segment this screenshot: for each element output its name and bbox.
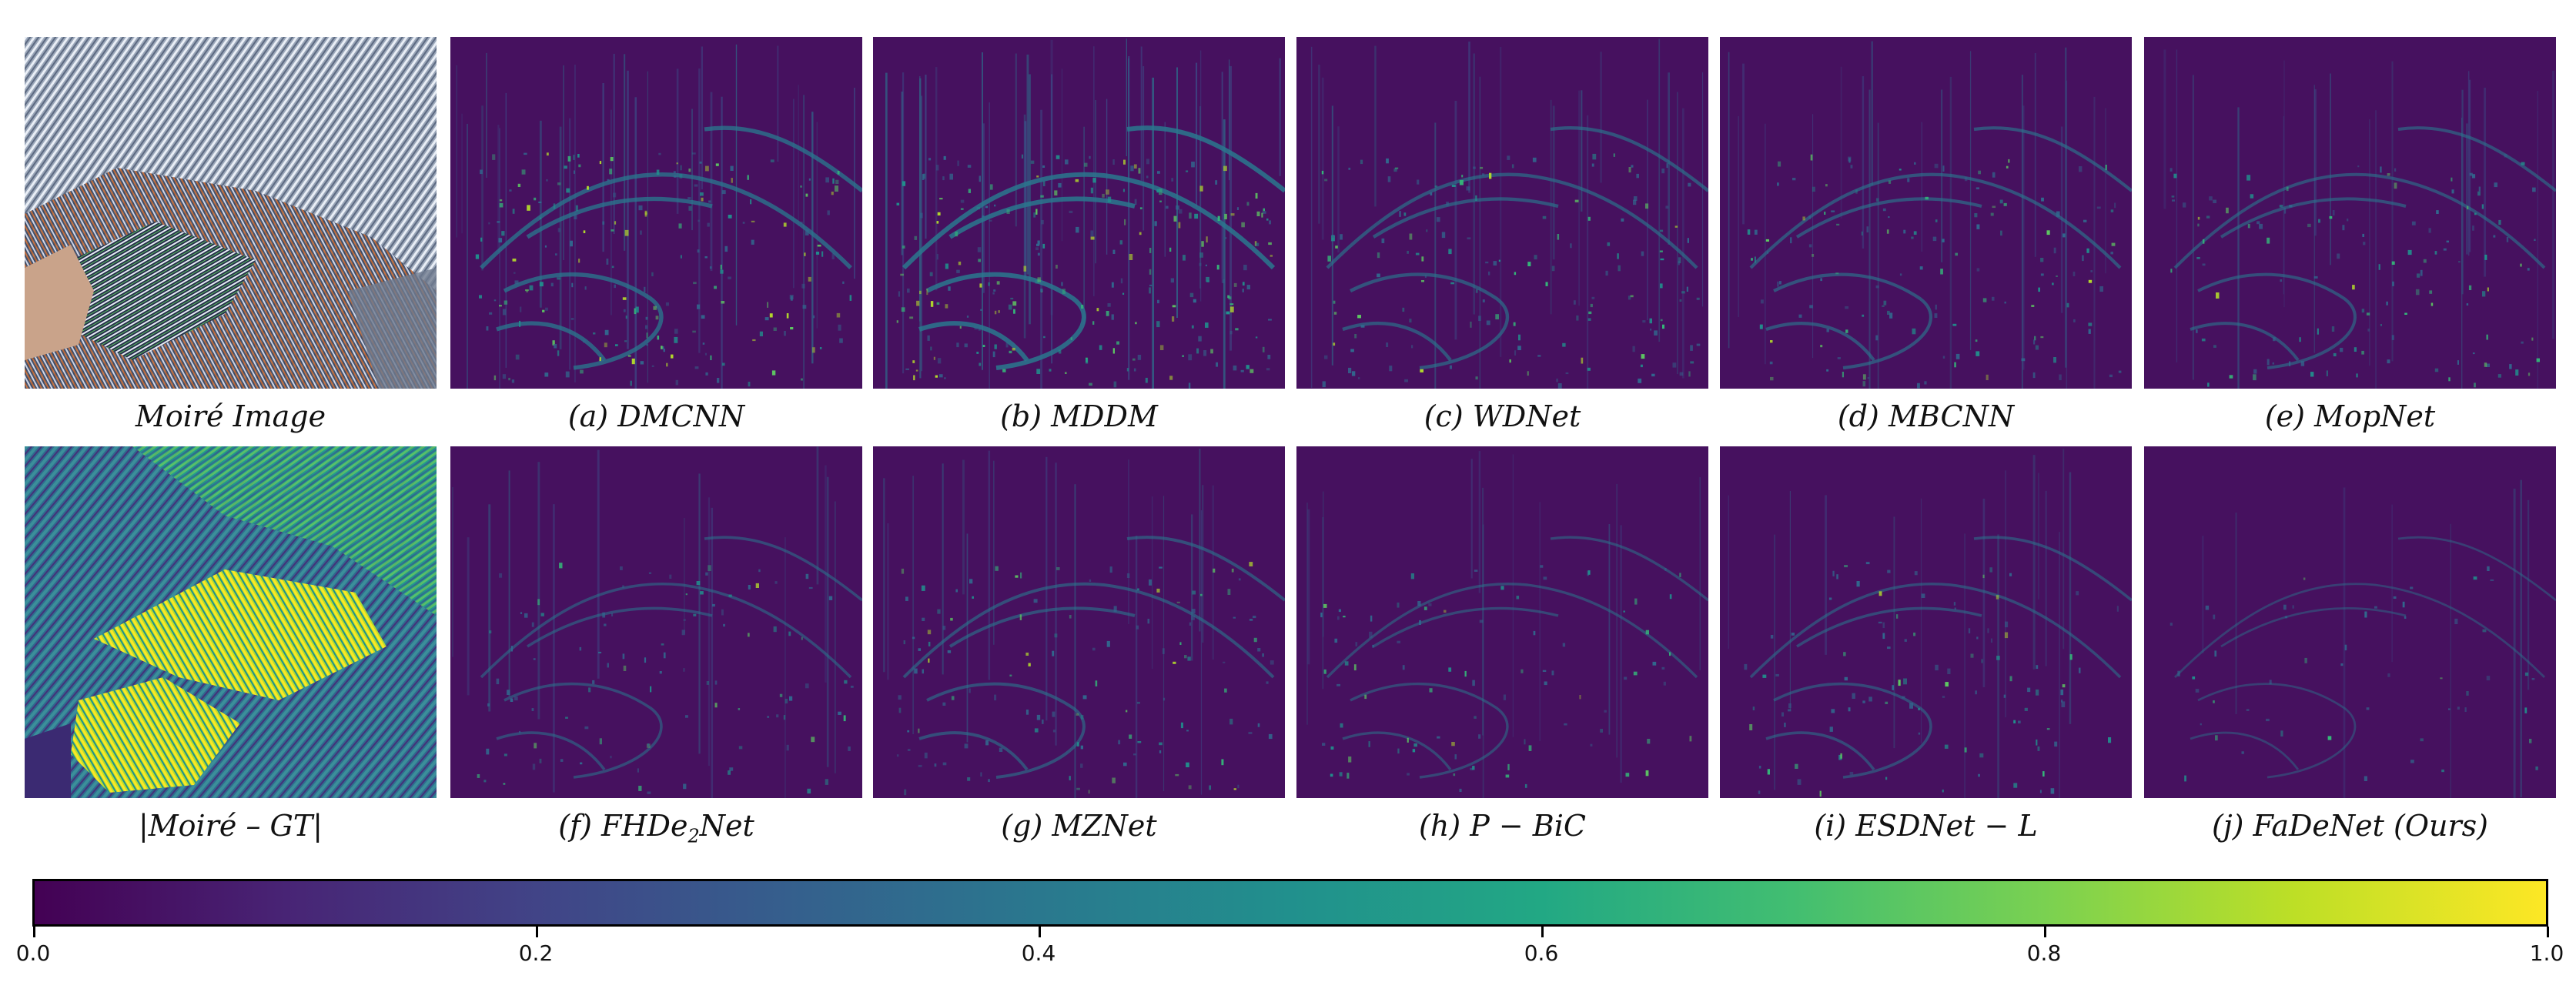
colorbar-tick-label: 0.6	[1524, 940, 1559, 966]
caption-mbcnn: (d) MBCNN	[1837, 399, 2015, 433]
colorbar-tick-label: 0.0	[15, 940, 51, 966]
colorbar-tick	[1541, 927, 1544, 937]
colorbar-tick-label: 0.2	[518, 940, 554, 966]
caption-wdnet: (c) WDNet	[1423, 399, 1581, 433]
caption-mznet: (g) MZNet	[1001, 809, 1157, 843]
caption-fadenet: (j) FaDeNet (Ours)	[2212, 809, 2488, 843]
caption-difference-map: |Moiré – GT|	[138, 809, 323, 843]
colorbar	[32, 879, 2548, 927]
colorbar-tick-label: 0.8	[2026, 940, 2062, 966]
caption-moire-image: Moiré Image	[135, 399, 326, 433]
colorbar-tick	[2547, 927, 2549, 937]
colorbar-tick-label: 1.0	[2529, 940, 2564, 966]
caption-dmcnn: (a) DMCNN	[567, 399, 745, 433]
colorbar-tick-label: 0.4	[1021, 940, 1056, 966]
error-map-wdnet	[1296, 37, 1708, 389]
error-map-dmcnn	[450, 37, 862, 389]
error-map-mbcnn	[1720, 37, 2132, 389]
colorbar-tick	[1039, 927, 1041, 937]
error-map-fadenet	[2144, 446, 2556, 798]
error-map-esdnet-l	[1720, 446, 2132, 798]
caption-p-bic: (h) P − BiC	[1419, 809, 1586, 843]
difference-map	[25, 446, 437, 798]
error-map-mddm	[873, 37, 1285, 389]
colorbar-tick	[33, 927, 35, 937]
caption-fhde2net: (f) FHDe2Net	[558, 809, 754, 847]
caption-mopnet: (e) MopNet	[2264, 399, 2436, 433]
error-map-mznet	[873, 446, 1285, 798]
error-map-fhde2net	[450, 446, 862, 798]
error-map-p-bic	[1296, 446, 1708, 798]
caption-esdnet-l: (i) ESDNet − L	[1814, 809, 2038, 843]
colorbar-tick	[536, 927, 538, 937]
caption-mddm: (b) MDDM	[1000, 399, 1158, 433]
colorbar-tick	[2044, 927, 2046, 937]
moire-image	[25, 37, 437, 389]
error-map-mopnet	[2144, 37, 2556, 389]
